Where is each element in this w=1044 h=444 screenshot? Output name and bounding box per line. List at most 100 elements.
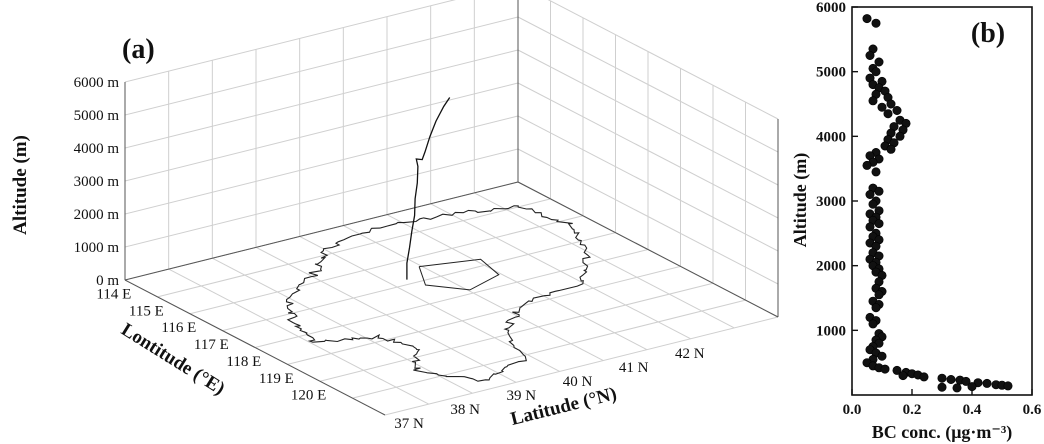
data-point (1003, 381, 1013, 391)
x-tick-label: 120 E (291, 388, 326, 404)
y-tick-label: 6000 (816, 0, 846, 16)
grid-line (430, 203, 691, 340)
grid-line (254, 249, 649, 348)
data-point (886, 144, 896, 154)
grid-line (124, 148, 519, 248)
data-point (865, 190, 875, 200)
grid-line (255, 246, 517, 383)
x-axis-label-b: BC conc. (μg·m⁻³) (872, 422, 1013, 443)
data-point (883, 109, 893, 119)
data-point (871, 67, 881, 77)
z-tick-label: 3000 m (74, 174, 120, 190)
grid-line (474, 192, 735, 329)
data-point (865, 222, 875, 232)
y-tick-label: 1000 (816, 323, 846, 339)
data-point (880, 364, 890, 374)
data-point (862, 14, 872, 24)
grid-line (124, 16, 519, 116)
data-point (895, 131, 905, 141)
data-point (874, 290, 884, 300)
data-point (862, 160, 872, 170)
z-tick-label: 1000 m (74, 240, 120, 256)
y-tick-label: 3000 (816, 194, 846, 210)
y-tick-label: 40 N (563, 374, 593, 390)
data-point (868, 96, 878, 106)
panel-b: 1000 2000 3000 4000 5000 6000 0.0 0.2 0.4 0.6 (b… (790, 0, 1042, 443)
grid-line (168, 268, 429, 405)
x-tick-label: 114 E (96, 286, 131, 302)
y-tick-label: 41 N (619, 360, 649, 376)
y-axis-label-b: Altitude (m) (790, 153, 811, 247)
grid-line (124, 0, 456, 83)
z-axis-label: Altitude (m) (10, 135, 31, 235)
grid-line (124, 181, 519, 281)
grid-line (124, 115, 519, 215)
city-boundary (418, 258, 500, 291)
grid-line (157, 198, 551, 298)
panel-label-b: (b) (971, 18, 1005, 49)
data-point (886, 99, 896, 109)
data-point (865, 50, 875, 60)
x-tick-label: 117 E (194, 337, 229, 353)
data-point (946, 374, 956, 384)
z-tick-label: 2000 m (74, 207, 120, 223)
trajectory-line (406, 97, 451, 280)
z-tick-labels: 0 m 1000 m 2000 m 3000 m 4000 m 5000 m 6000 m (74, 75, 120, 289)
grid-line (517, 181, 779, 318)
data-point (967, 382, 977, 392)
x-tick-label: 0.4 (963, 402, 982, 418)
x-tick-label: 0.2 (903, 402, 922, 418)
grid-line (124, 279, 386, 416)
data-point (874, 219, 884, 229)
x-tick-label: 118 E (226, 354, 261, 370)
x-tick-label: 119 E (259, 371, 294, 387)
data-point (919, 372, 929, 382)
y-tick-label: 38 N (450, 402, 480, 418)
x-tick-labels: 0.0 0.2 0.4 0.6 (843, 389, 1042, 418)
z-tick-label: 0 m (96, 273, 119, 289)
grid-line (287, 265, 681, 365)
flight-trajectory (406, 97, 451, 280)
y-tick-label: 4000 (816, 129, 846, 145)
data-point (952, 383, 962, 393)
y-tick-label: 5000 (816, 65, 846, 81)
data-point (868, 199, 878, 209)
x-tick-label: 116 E (161, 320, 196, 336)
x-tick-label: 0.0 (843, 402, 862, 418)
y-tick-label: 37 N (394, 416, 424, 432)
grid-line (124, 49, 519, 149)
y-tick-label: 39 N (507, 388, 537, 404)
grid-line (547, 0, 779, 120)
data-point (892, 365, 902, 375)
grid-line (517, 82, 779, 219)
grid-line (517, 148, 779, 285)
data-point (877, 102, 887, 112)
z-tick-label: 6000 m (74, 75, 120, 91)
data-point (982, 378, 992, 388)
region-outline (285, 205, 592, 382)
y-tick-labels: 37 N 38 N 39 N 40 N 41 N 42 N (394, 346, 704, 432)
data-point (937, 373, 947, 383)
grid-line (517, 16, 779, 153)
data-point (871, 303, 881, 313)
x-tick-label: 115 E (129, 303, 164, 319)
data-point (874, 186, 884, 196)
grid-line (343, 225, 604, 361)
grid-line (124, 82, 519, 182)
grid-line (189, 215, 584, 315)
y-tick-label: 2000 (816, 259, 846, 275)
grid-line (222, 232, 616, 332)
data-point (871, 18, 881, 28)
y-tick-label: 42 N (675, 346, 705, 362)
x-tick-label: 0.6 (1023, 402, 1042, 418)
data-point (937, 382, 947, 392)
province-boundary (285, 205, 592, 382)
grid-line (319, 282, 714, 382)
y-tick-labels: 1000 2000 3000 4000 5000 6000 (816, 0, 858, 339)
3d-grid (124, 0, 779, 416)
panel-label-a: (a) (122, 34, 155, 65)
data-point (898, 371, 908, 381)
